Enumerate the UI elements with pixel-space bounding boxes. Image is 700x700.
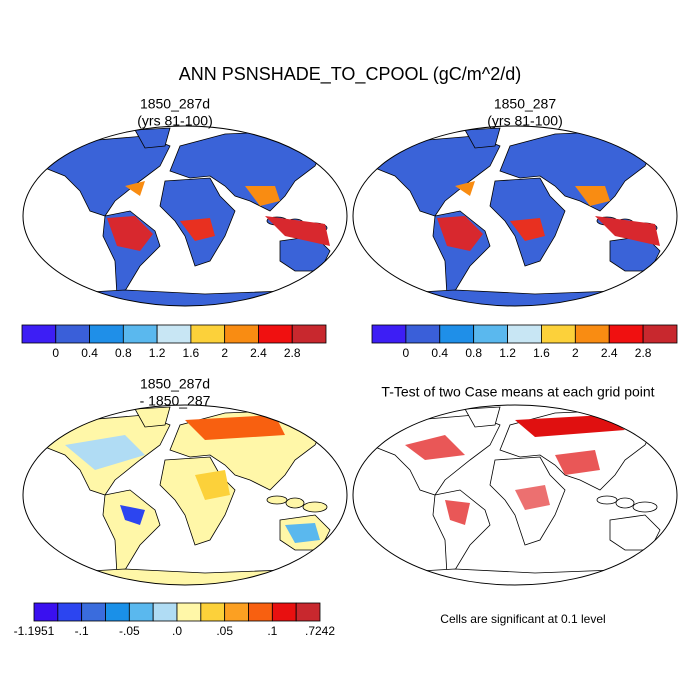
map — [22, 125, 348, 307]
panel-subtitle: - 1850_287 — [140, 393, 211, 409]
color-box — [81, 602, 106, 622]
color-box — [190, 324, 226, 344]
colorbar-label: .7242 — [305, 624, 335, 638]
figure-title: ANN PSNSHADE_TO_CPOOL (gC/m^2/d) — [179, 64, 522, 85]
color-box — [89, 324, 124, 344]
panel-subtitle: (yrs 81-100) — [137, 113, 212, 129]
color-box — [57, 602, 83, 622]
color-box — [405, 324, 441, 344]
colorbar-label: -.1 — [75, 624, 89, 638]
colorbar-label: -1.1951 — [14, 624, 55, 638]
color-box — [200, 602, 226, 622]
colorbar-label: 0 — [403, 346, 410, 360]
colorbar: 0 0.4 0.8 1.2 1.6 2 2.4 2.8 — [21, 324, 327, 360]
colorbar-label: 0.4 — [81, 346, 98, 360]
colorbar: -1.1951 -.1 -.05 .0 .05 .1 .7242 — [14, 602, 335, 638]
colorbar-label: 1.6 — [533, 346, 550, 360]
colorbar-label: 2.4 — [250, 346, 267, 360]
color-box — [371, 324, 407, 344]
colorbar-label: 2 — [221, 346, 228, 360]
colorbar-label: 0.8 — [115, 346, 132, 360]
colorbar-label: 2.4 — [601, 346, 618, 360]
colorbar-label: .0 — [172, 624, 182, 638]
panel-title: 1850_287d — [140, 96, 210, 112]
color-box — [473, 324, 508, 344]
map — [352, 125, 678, 307]
panel-subtitle: (yrs 81-100) — [487, 113, 562, 129]
color-box — [608, 324, 644, 344]
colorbar-label: 1.2 — [499, 346, 516, 360]
map — [352, 404, 678, 586]
map — [22, 404, 348, 586]
color-box — [541, 324, 576, 344]
color-box — [224, 602, 249, 622]
colorbar-label: -.05 — [119, 624, 140, 638]
color-box — [258, 324, 293, 344]
color-box — [507, 324, 542, 344]
panel-title: T-Test of two Case means at each grid po… — [381, 384, 654, 400]
colorbar-label: 2.8 — [284, 346, 301, 360]
colorbar: 0 0.4 0.8 1.2 1.6 2 2.4 2.8 — [371, 324, 678, 360]
color-box — [128, 602, 154, 622]
colorbar-label: 2.8 — [635, 346, 652, 360]
color-box — [642, 324, 678, 344]
color-box — [156, 324, 192, 344]
note: Cells are significant at 0.1 level — [440, 612, 605, 626]
colorbar-label: 0.8 — [465, 346, 482, 360]
colorbar-label: .05 — [216, 624, 233, 638]
colorbar-label: 0 — [52, 346, 59, 360]
color-box — [224, 324, 259, 344]
colorbar-label: 1.2 — [149, 346, 166, 360]
color-box — [439, 324, 475, 344]
color-box — [122, 324, 158, 344]
colorbar-label: 1.6 — [183, 346, 200, 360]
color-box — [55, 324, 90, 344]
colorbar-label: 2 — [572, 346, 579, 360]
color-box — [105, 602, 130, 622]
color-box — [295, 602, 321, 622]
panel-title: 1850_287d — [140, 376, 210, 392]
color-box — [291, 324, 327, 344]
colorbar-label: 0.4 — [431, 346, 448, 360]
panel-title: 1850_287 — [494, 96, 557, 112]
colorbar-label: .1 — [267, 624, 277, 638]
color-box — [152, 602, 178, 622]
color-box — [21, 324, 57, 344]
color-box — [574, 324, 610, 344]
color-box — [271, 602, 297, 622]
color-box — [248, 602, 273, 622]
color-box — [33, 602, 59, 622]
color-box — [176, 602, 202, 622]
